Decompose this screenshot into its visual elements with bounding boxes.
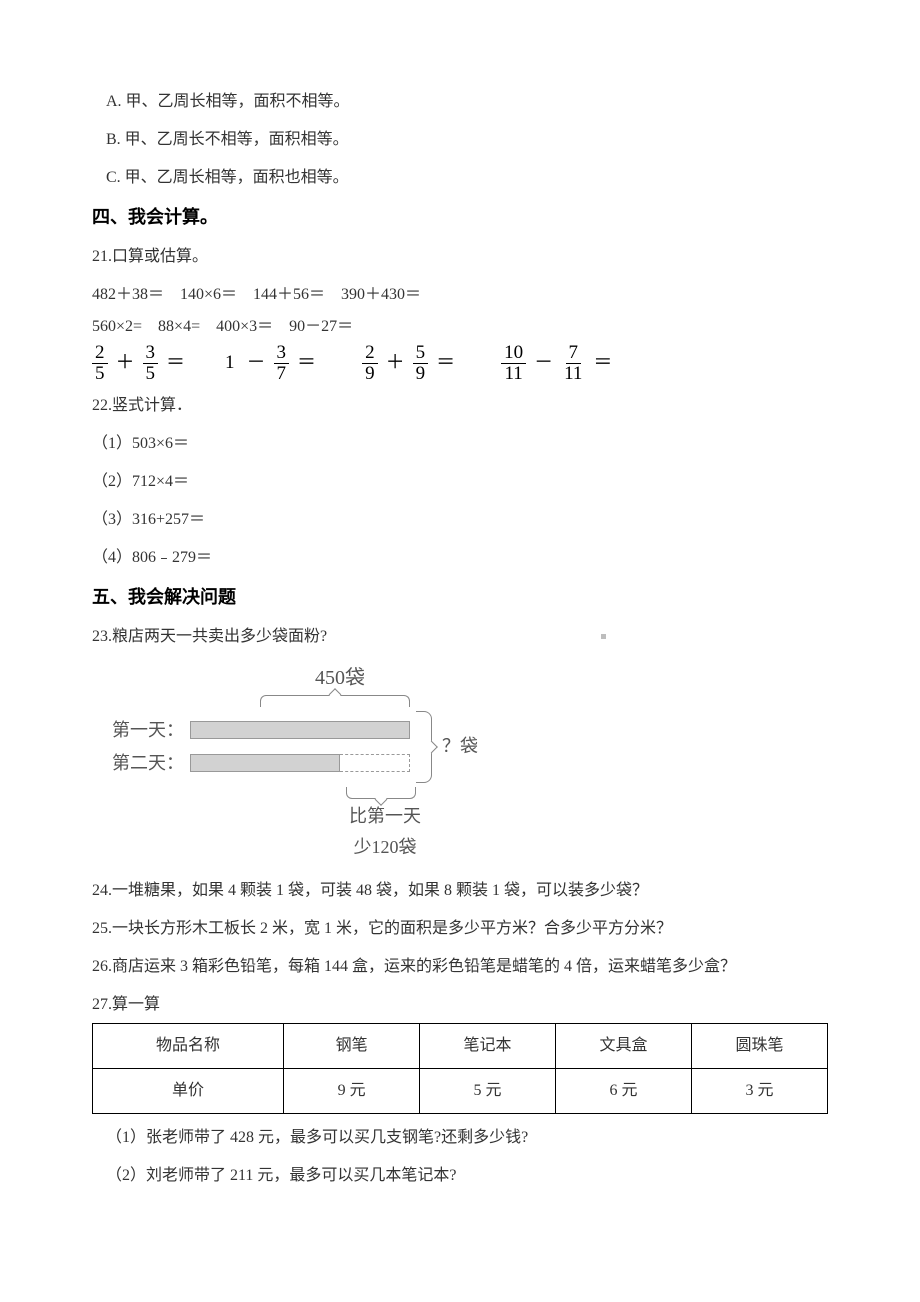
table-header: 笔记本	[420, 1023, 556, 1068]
diagram-top-label: 450袋	[100, 663, 520, 693]
fraction: 59	[413, 343, 429, 384]
diagram-bottom-2: 少120袋	[250, 834, 520, 861]
op-minus: －	[530, 349, 557, 378]
brace-bottom-icon	[346, 787, 416, 799]
table-row: 物品名称 钢笔 笔记本 文具盒 圆珠笔	[93, 1023, 828, 1068]
calc-row-2: 560×2= 88×4= 400×3＝ 90－27＝	[92, 315, 828, 339]
section-5-title: 五、我会解决问题	[92, 584, 828, 611]
op-eq: ＝	[293, 349, 320, 378]
fraction: 37	[274, 343, 290, 384]
fraction-row: 25 ＋ 35 ＝ 1 － 37 ＝ 29 ＋ 59 ＝ 1011 － 711 …	[92, 343, 828, 384]
op-plus: ＋	[112, 349, 139, 378]
table-row: 单价 9 元 5 元 6 元 3 元	[93, 1068, 828, 1113]
fraction: 711	[561, 343, 585, 384]
fraction: 25	[92, 343, 108, 384]
diagram-row-2: 第二天：	[100, 750, 410, 777]
bar-diagram: 450袋 第一天： 第二天： ？袋 比第一天 少120袋	[100, 663, 520, 861]
table-header: 圆珠笔	[692, 1023, 828, 1068]
fraction: 35	[143, 343, 159, 384]
row2-label: 第二天：	[100, 750, 190, 777]
q22-sub-2: （2）712×4＝	[92, 470, 828, 494]
section-4-title: 四、我会计算。	[92, 204, 828, 231]
op-eq: ＝	[589, 349, 616, 378]
table-cell: 9 元	[284, 1068, 420, 1113]
marker-icon	[601, 634, 606, 639]
question-23: 23.粮店两天一共卖出多少袋面粉?	[92, 625, 828, 649]
table-cell: 6 元	[556, 1068, 692, 1113]
bar-day1	[190, 721, 410, 739]
question-26: 26.商店运来 3 箱彩色铅笔，每箱 144 盒，运来的彩色铅笔是蜡笔的 4 倍…	[92, 955, 828, 979]
diagram-right-label: ？袋	[442, 733, 478, 760]
table-cell: 单价	[93, 1068, 284, 1113]
option-b: B. 甲、乙周长不相等，面积相等。	[92, 128, 828, 152]
table-cell: 5 元	[420, 1068, 556, 1113]
row1-label: 第一天：	[100, 717, 190, 744]
q22-sub-3: （3）316+257＝	[92, 508, 828, 532]
bar-day2	[190, 754, 410, 772]
op-minus: －	[243, 349, 270, 378]
fraction: 29	[362, 343, 378, 384]
op-eq: ＝	[432, 349, 459, 378]
option-a: A. 甲、乙周长相等，面积不相等。	[92, 90, 828, 114]
table-header: 钢笔	[284, 1023, 420, 1068]
table-cell: 3 元	[692, 1068, 828, 1113]
option-c: C. 甲、乙周长相等，面积也相等。	[92, 166, 828, 190]
op-plus: ＋	[382, 349, 409, 378]
q23-text: 23.粮店两天一共卖出多少袋面粉?	[92, 625, 327, 649]
question-22: 22.竖式计算．	[92, 394, 828, 418]
diagram-row-1: 第一天：	[100, 717, 410, 744]
q22-sub-4: （4）806﹣279＝	[92, 546, 828, 570]
question-21: 21.口算或估算。	[92, 245, 828, 269]
brace-top-icon	[260, 695, 410, 707]
diagram-bottom-1: 比第一天	[250, 803, 520, 830]
q27-sub-1: （1）张老师带了 428 元，最多可以买几支钢笔?还剩多少钱?	[92, 1126, 828, 1150]
table-header: 物品名称	[93, 1023, 284, 1068]
table-header: 文具盒	[556, 1023, 692, 1068]
calc-row-1: 482＋38＝ 140×6＝ 144＋56＝ 390＋430＝	[92, 283, 828, 307]
op-eq: ＝	[162, 349, 189, 378]
question-27: 27.算一算	[92, 993, 828, 1017]
question-24: 24.一堆糖果，如果 4 颗装 1 袋，可装 48 袋，如果 8 颗装 1 袋，…	[92, 879, 828, 903]
question-25: 25.一块长方形木工板长 2 米，宽 1 米，它的面积是多少平方米？合多少平方分…	[92, 917, 828, 941]
q22-sub-1: （1）503×6＝	[92, 432, 828, 456]
brace-right-icon	[416, 711, 432, 783]
one: 1	[221, 349, 239, 378]
q27-sub-2: （2）刘老师带了 211 元，最多可以买几本笔记本?	[92, 1164, 828, 1188]
fraction: 1011	[501, 343, 526, 384]
price-table: 物品名称 钢笔 笔记本 文具盒 圆珠笔 单价 9 元 5 元 6 元 3 元	[92, 1023, 828, 1114]
